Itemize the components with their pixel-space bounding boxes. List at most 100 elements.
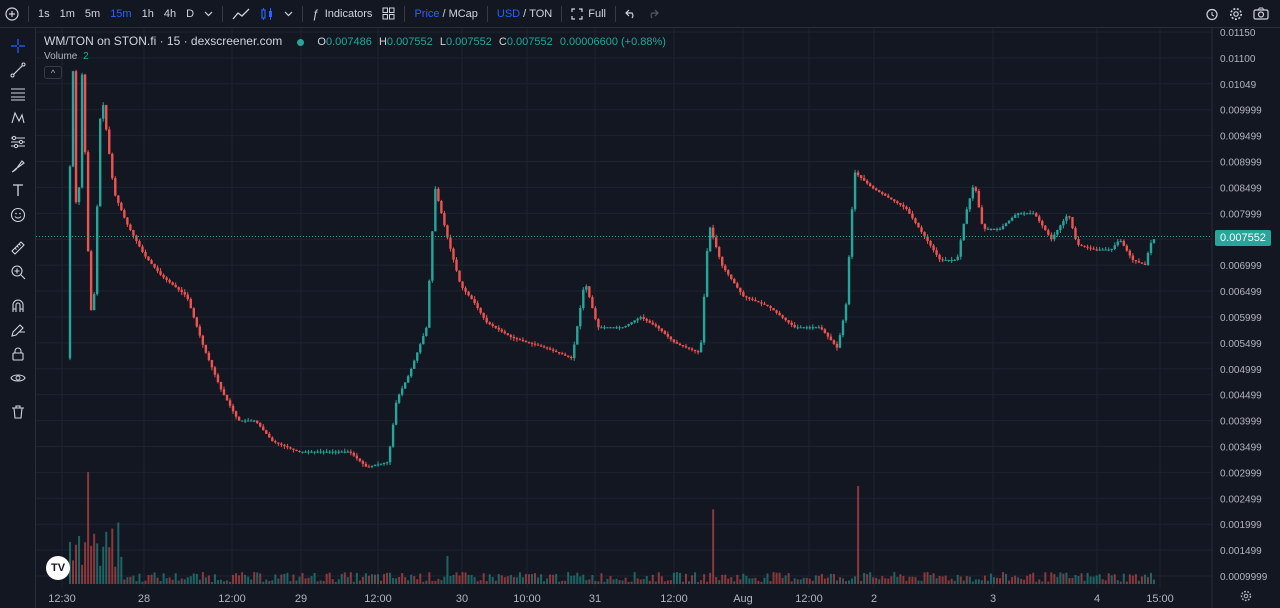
volume-bar bbox=[204, 577, 207, 584]
candle-body bbox=[364, 463, 368, 467]
time-axis-label: 12:00 bbox=[795, 593, 823, 605]
volume-label: Volume bbox=[44, 51, 78, 62]
volume-bar bbox=[1153, 579, 1155, 584]
hide-tool[interactable] bbox=[6, 368, 30, 388]
usd-option[interactable]: USD bbox=[496, 7, 521, 20]
line-chart-button[interactable] bbox=[227, 0, 255, 28]
volume-bar bbox=[195, 573, 198, 584]
tradingview-logo[interactable]: TV bbox=[46, 556, 70, 580]
price-axis[interactable]: 0.01150 0.01100 0.01049 0.009999 0.009499 0.0… bbox=[1211, 28, 1268, 608]
candle-body bbox=[947, 259, 950, 261]
fullscreen-button[interactable]: Full bbox=[566, 0, 611, 28]
candle-body bbox=[180, 289, 183, 293]
trend-line-tool[interactable] bbox=[6, 60, 30, 80]
candle-body bbox=[875, 188, 878, 191]
candle-body bbox=[708, 227, 712, 252]
candle-body bbox=[808, 327, 811, 329]
price-mcap-toggle[interactable]: Price / MCap bbox=[409, 0, 482, 28]
candle-body bbox=[391, 424, 395, 447]
volume-bar bbox=[1095, 575, 1098, 584]
fib-tool[interactable] bbox=[6, 84, 30, 104]
volume-bar bbox=[277, 578, 280, 584]
interval-1m[interactable]: 1m bbox=[59, 7, 75, 20]
symbol-title[interactable]: WM/TON on STON.fi · 15 · dexscreener.com bbox=[44, 34, 283, 48]
volume-bar bbox=[1083, 580, 1086, 584]
collapse-legend-button[interactable]: ^ bbox=[44, 66, 62, 79]
volume-bar bbox=[340, 573, 343, 584]
undo-button[interactable] bbox=[620, 0, 642, 28]
interval-5m[interactable]: 5m bbox=[84, 7, 101, 20]
volume-bar bbox=[1119, 581, 1122, 584]
candle-body bbox=[914, 218, 917, 223]
candle-body bbox=[1022, 213, 1026, 215]
volume-bar bbox=[549, 574, 552, 584]
candle-body bbox=[361, 461, 365, 464]
candle-body bbox=[268, 433, 271, 438]
interval-15m[interactable]: 15m bbox=[110, 7, 132, 20]
interval-d[interactable]: D bbox=[186, 7, 195, 20]
price-axis-label: 0.003999 bbox=[1220, 417, 1262, 428]
axis-settings-button[interactable] bbox=[1240, 589, 1252, 607]
interval-4h[interactable]: 4h bbox=[163, 7, 177, 20]
measure-tool[interactable] bbox=[6, 238, 30, 258]
pattern-tool[interactable] bbox=[6, 108, 30, 128]
volume-bar bbox=[476, 581, 479, 584]
volume-bar bbox=[748, 578, 751, 584]
volume-bar bbox=[588, 579, 591, 584]
indicators-button[interactable]: ƒ Indicators bbox=[307, 0, 377, 28]
layouts-button[interactable] bbox=[377, 0, 400, 28]
candle-body bbox=[600, 327, 603, 329]
zoom-tool[interactable] bbox=[6, 262, 30, 282]
candle-body bbox=[452, 248, 455, 260]
price-option[interactable]: Price bbox=[414, 7, 440, 20]
lock-tool[interactable] bbox=[6, 344, 30, 364]
price-chart[interactable]: 0.01150 0.01100 0.01049 0.009999 0.009499 0.0… bbox=[36, 28, 1280, 608]
interval-1h[interactable]: 1h bbox=[141, 7, 154, 20]
alert-button[interactable] bbox=[1200, 0, 1224, 28]
candle-body bbox=[998, 228, 1002, 230]
settings-button[interactable] bbox=[1224, 0, 1248, 28]
prediction-tool[interactable] bbox=[6, 132, 30, 152]
time-axis-label: 15:00 bbox=[1146, 593, 1174, 605]
volume-series bbox=[69, 472, 1155, 584]
interval-1s[interactable]: 1s bbox=[38, 7, 50, 20]
candle-body bbox=[331, 451, 334, 453]
draw-mode-tool[interactable] bbox=[6, 320, 30, 340]
interval-dropdown-button[interactable] bbox=[199, 0, 218, 28]
candle-series bbox=[68, 69, 1156, 469]
brush-icon bbox=[11, 160, 25, 173]
volume-bar bbox=[428, 572, 431, 584]
candle-body bbox=[1110, 248, 1113, 250]
candle-body bbox=[346, 451, 349, 453]
volume-bar bbox=[893, 572, 896, 584]
candle-body bbox=[280, 443, 283, 445]
time-axis[interactable]: 12:30 28 12:00 29 12:00 30 10:00 31 12:00 Aug 12:0… bbox=[48, 593, 1174, 605]
volume-bar bbox=[265, 579, 268, 584]
volume-bar bbox=[971, 581, 974, 584]
volume-bar bbox=[413, 576, 416, 584]
volume-bar bbox=[851, 578, 854, 584]
emoji-tool[interactable] bbox=[6, 205, 30, 225]
magnet-tool[interactable] bbox=[6, 296, 30, 316]
brush-tool[interactable] bbox=[6, 156, 30, 176]
volume-bar bbox=[159, 580, 162, 584]
line-chart-icon bbox=[232, 8, 250, 19]
candles-button[interactable] bbox=[255, 0, 279, 28]
redo-button[interactable] bbox=[642, 0, 664, 28]
volume-bar bbox=[1032, 572, 1035, 584]
candle-body bbox=[989, 228, 993, 230]
text-tool[interactable] bbox=[6, 180, 30, 200]
volume-bar bbox=[1005, 573, 1008, 584]
chart-type-dropdown[interactable] bbox=[279, 0, 298, 28]
drawing-toolbar bbox=[0, 28, 36, 608]
currency-toggle[interactable]: USD / TON bbox=[492, 0, 557, 28]
screenshot-button[interactable] bbox=[1248, 0, 1274, 28]
crosshair-tool[interactable] bbox=[6, 36, 30, 56]
volume-bar bbox=[455, 572, 458, 584]
ton-option[interactable]: TON bbox=[529, 7, 553, 20]
volume-bar bbox=[627, 581, 630, 584]
delete-tool[interactable] bbox=[6, 402, 30, 422]
mcap-option[interactable]: MCap bbox=[448, 7, 478, 20]
add-symbol-button[interactable] bbox=[0, 0, 24, 28]
volume-bar bbox=[793, 578, 796, 584]
